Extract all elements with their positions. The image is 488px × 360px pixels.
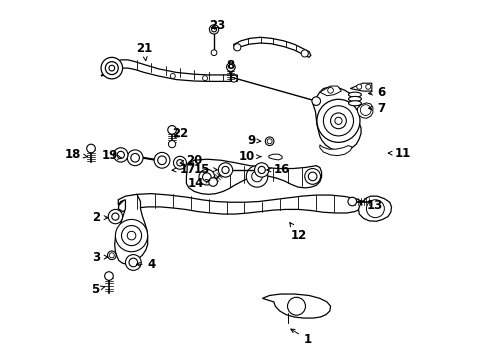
Polygon shape xyxy=(233,37,310,57)
Polygon shape xyxy=(262,294,330,318)
Circle shape xyxy=(365,84,370,89)
Text: 6: 6 xyxy=(368,86,385,99)
Ellipse shape xyxy=(348,92,361,97)
Circle shape xyxy=(176,159,183,166)
Circle shape xyxy=(251,171,262,182)
Text: 11: 11 xyxy=(387,147,410,159)
Circle shape xyxy=(211,50,217,55)
Text: 7: 7 xyxy=(368,102,385,115)
Circle shape xyxy=(311,97,320,105)
Circle shape xyxy=(109,253,114,258)
Circle shape xyxy=(101,57,122,79)
Circle shape xyxy=(301,50,308,57)
Circle shape xyxy=(360,105,370,116)
Text: 8: 8 xyxy=(226,59,234,75)
Circle shape xyxy=(316,99,359,142)
Circle shape xyxy=(109,65,115,71)
Circle shape xyxy=(86,144,95,153)
Circle shape xyxy=(170,73,175,78)
Circle shape xyxy=(265,137,273,145)
Circle shape xyxy=(127,231,136,240)
Circle shape xyxy=(112,213,119,220)
Text: 16: 16 xyxy=(266,163,289,176)
Circle shape xyxy=(115,220,147,252)
Circle shape xyxy=(113,148,128,162)
Text: 12: 12 xyxy=(289,222,307,242)
Circle shape xyxy=(173,156,186,169)
Circle shape xyxy=(158,156,166,165)
Text: 20: 20 xyxy=(180,154,202,167)
Circle shape xyxy=(230,75,237,82)
Circle shape xyxy=(211,27,216,32)
Polygon shape xyxy=(319,86,341,96)
Polygon shape xyxy=(115,194,147,264)
Text: 18: 18 xyxy=(65,148,87,161)
Circle shape xyxy=(202,76,207,81)
Polygon shape xyxy=(118,194,362,214)
Circle shape xyxy=(366,200,384,218)
Circle shape xyxy=(105,62,118,75)
Text: 2: 2 xyxy=(92,211,108,224)
Circle shape xyxy=(108,210,122,224)
Circle shape xyxy=(347,197,356,206)
Text: 9: 9 xyxy=(246,134,261,147)
Polygon shape xyxy=(268,154,282,160)
Circle shape xyxy=(202,173,211,181)
Text: 19: 19 xyxy=(102,149,122,162)
Text: 17: 17 xyxy=(172,163,195,176)
Circle shape xyxy=(254,163,268,177)
Text: 1: 1 xyxy=(290,329,311,346)
Circle shape xyxy=(121,226,142,246)
Circle shape xyxy=(356,84,361,89)
Circle shape xyxy=(226,63,235,71)
Text: 4: 4 xyxy=(136,258,156,271)
Polygon shape xyxy=(357,103,372,118)
Circle shape xyxy=(323,106,353,136)
Polygon shape xyxy=(312,87,360,151)
Polygon shape xyxy=(358,196,391,221)
Circle shape xyxy=(168,140,175,148)
Text: 3: 3 xyxy=(92,251,108,264)
Ellipse shape xyxy=(348,96,361,102)
Circle shape xyxy=(104,272,113,280)
Circle shape xyxy=(209,25,218,34)
Text: 10: 10 xyxy=(239,150,261,163)
Circle shape xyxy=(327,87,333,93)
Ellipse shape xyxy=(348,101,361,106)
Text: 14: 14 xyxy=(187,177,209,190)
Circle shape xyxy=(258,166,265,174)
Polygon shape xyxy=(186,159,321,194)
Circle shape xyxy=(131,153,139,162)
Circle shape xyxy=(222,166,228,174)
Circle shape xyxy=(107,251,116,260)
Polygon shape xyxy=(349,83,371,91)
Circle shape xyxy=(266,139,271,144)
Text: 21: 21 xyxy=(136,41,152,60)
Circle shape xyxy=(199,169,214,185)
Text: 23: 23 xyxy=(208,19,224,32)
Circle shape xyxy=(304,168,320,184)
Circle shape xyxy=(330,113,346,129)
Polygon shape xyxy=(319,145,351,156)
Text: 13: 13 xyxy=(358,199,382,212)
Circle shape xyxy=(208,178,217,186)
Circle shape xyxy=(154,152,169,168)
Polygon shape xyxy=(101,60,237,81)
Circle shape xyxy=(127,150,142,166)
Circle shape xyxy=(125,255,141,270)
Circle shape xyxy=(287,297,305,315)
Circle shape xyxy=(246,166,267,187)
Text: 15: 15 xyxy=(194,163,217,176)
Circle shape xyxy=(308,172,316,181)
Circle shape xyxy=(334,117,341,125)
Circle shape xyxy=(129,258,137,267)
Circle shape xyxy=(117,151,124,158)
Text: 5: 5 xyxy=(91,283,104,296)
Circle shape xyxy=(167,126,176,134)
Text: 22: 22 xyxy=(172,127,188,140)
Circle shape xyxy=(233,44,241,51)
Circle shape xyxy=(218,163,232,177)
